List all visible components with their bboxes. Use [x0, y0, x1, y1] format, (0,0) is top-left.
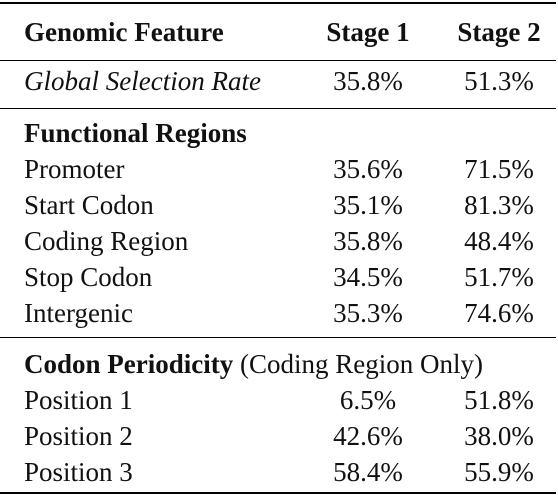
row-stage-1: 42.6%: [333, 421, 403, 451]
row-stage-2: 38.0%: [464, 421, 534, 451]
row-stage-1: 35.1%: [333, 190, 403, 220]
row-stage-1: 35.8%: [333, 226, 403, 256]
table-row: Start Codon 35.1% 81.3%: [0, 188, 556, 222]
table-row: Promoter 35.6% 71.5%: [0, 152, 556, 186]
row-stage-2: 48.4%: [464, 226, 534, 256]
global-label: Global Selection Rate: [24, 66, 261, 96]
row-label: Coding Region: [24, 226, 189, 256]
codon-periodicity-heading: Codon Periodicity: [24, 349, 234, 379]
periodicity-heading-group: Codon Periodicity (Coding Region Only): [24, 347, 483, 381]
top-rule: [0, 2, 556, 4]
row-stage-1: 35.3%: [333, 298, 403, 328]
table-row: Coding Region 35.8% 48.4%: [0, 224, 556, 258]
header-row: Genomic Feature Stage 1 Stage 2: [0, 15, 556, 49]
global-stage-1: 35.8%: [333, 66, 403, 96]
global-stage-2: 51.3%: [464, 66, 534, 96]
row-label: Position 1: [24, 385, 133, 415]
bottom-rule: [0, 492, 556, 494]
table-row: Position 2 42.6% 38.0%: [0, 419, 556, 453]
global-row: Global Selection Rate 35.8% 51.3%: [0, 64, 556, 98]
row-label: Stop Codon: [24, 262, 153, 292]
row-stage-1: 6.5%: [339, 385, 397, 415]
table-row: Intergenic 35.3% 74.6%: [0, 296, 556, 330]
row-label: Position 2: [24, 421, 133, 451]
row-stage-2: 51.7%: [464, 262, 534, 292]
periodicity-note: (Coding Region Only): [240, 349, 483, 379]
periodicity-heading-row: Codon Periodicity (Coding Region Only): [0, 347, 556, 381]
table-row: Position 1 6.5% 51.8%: [0, 383, 556, 417]
row-stage-2: 81.3%: [464, 190, 534, 220]
row-stage-2: 71.5%: [464, 154, 534, 184]
row-stage-2: 55.9%: [464, 457, 534, 487]
row-stage-2: 74.6%: [464, 298, 534, 328]
row-label: Promoter: [24, 154, 125, 184]
header-rule: [0, 60, 556, 61]
row-stage-2: 51.8%: [464, 385, 534, 415]
header-stage-1: Stage 1: [326, 17, 410, 47]
row-label: Start Codon: [24, 190, 154, 220]
table-row: Position 3 58.4% 55.9%: [0, 455, 556, 489]
row-label: Position 3: [24, 457, 133, 487]
table-row: Stop Codon 34.5% 51.7%: [0, 260, 556, 294]
row-stage-1: 58.4%: [333, 457, 403, 487]
row-stage-1: 34.5%: [333, 262, 403, 292]
row-label: Intergenic: [24, 298, 133, 328]
header-stage-2: Stage 2: [457, 17, 541, 47]
functional-regions-heading: Functional Regions: [24, 118, 247, 148]
row-stage-1: 35.6%: [333, 154, 403, 184]
functional-rule: [0, 337, 556, 338]
header-genomic-feature: Genomic Feature: [24, 17, 224, 47]
functional-heading-row: Functional Regions: [0, 116, 556, 150]
global-rule: [0, 108, 556, 109]
